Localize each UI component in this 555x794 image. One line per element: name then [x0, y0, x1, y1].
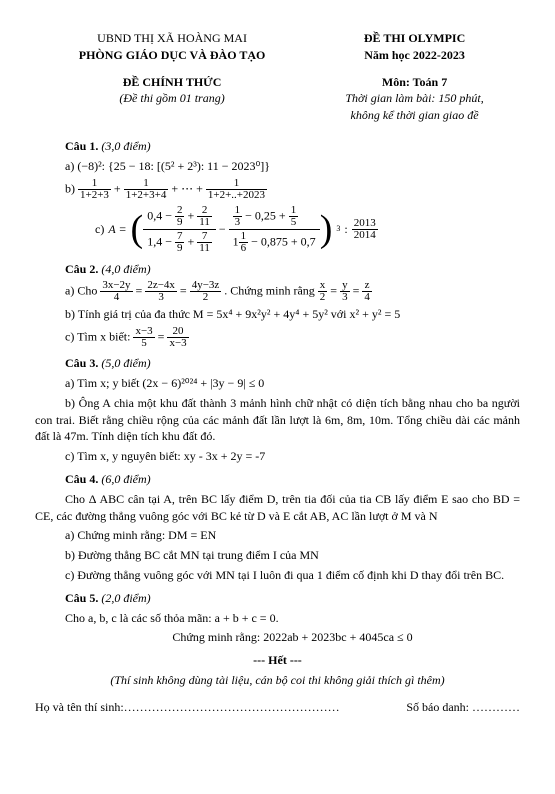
official: ĐỀ CHÍNH THỨC	[35, 74, 309, 91]
q1: Câu 1. (3,0 điểm) a) (−8)²: {25 − 18: [(…	[35, 138, 520, 255]
footer-note: (Thí sinh không dùng tài liệu, cán bộ co…	[35, 672, 520, 689]
q4a: a) Chứng minh rằng: DM = EN	[35, 527, 520, 544]
q3b: b) Ông A chia một khu đất thành 3 mảnh h…	[35, 395, 520, 445]
q3: Câu 3. (5,0 điểm) a) Tìm x; y biết (2x −…	[35, 355, 520, 465]
q4b: b) Đường thẳng BC cắt MN tại trung điểm …	[35, 547, 520, 564]
duration1: Thời gian làm bài: 150 phút,	[309, 90, 520, 107]
org2: PHÒNG GIÁO DỤC VÀ ĐÀO TẠO	[35, 47, 309, 64]
q1b: b) 11+2+3 + 11+2+3+4 + ⋯ + 11+2+..+2023	[65, 178, 520, 201]
q5-title: Câu 5.	[65, 591, 98, 605]
header-right: ĐỀ THI OLYMPIC Năm học 2022-2023	[309, 30, 520, 64]
q4: Câu 4. (6,0 điểm) Cho Δ ABC cân tại A, t…	[35, 471, 520, 584]
q2-title: Câu 2.	[65, 262, 98, 276]
page-count: (Đề thi gồm 01 trang)	[35, 90, 309, 107]
q1a: a) (−8)²: {25 − 18: [(5² + 2³): 11 − 202…	[65, 158, 520, 175]
q3a: a) Tìm x; y biết (2x − 6)²⁰²⁴ + |3y − 9|…	[35, 375, 520, 392]
q5-p1: Cho a, b, c là các số thỏa mãn: a + b + …	[65, 610, 520, 627]
sub-left: ĐỀ CHÍNH THỨC (Đề thi gồm 01 trang)	[35, 74, 309, 124]
q4-pts: (6,0 điểm)	[101, 472, 150, 486]
school-year: Năm học 2022-2023	[309, 47, 520, 64]
end-marker: --- Hết ---	[35, 652, 520, 669]
q1b-pre: b)	[65, 181, 78, 195]
q4-title: Câu 4.	[65, 472, 98, 486]
q2c: c) Tìm x biết: x−35 = 20x−3	[65, 326, 520, 349]
q3-pts: (5,0 điểm)	[101, 356, 150, 370]
duration2: không kể thời gian giao đề	[309, 107, 520, 124]
q3-title: Câu 3.	[65, 356, 98, 370]
q2b: b) Tính giá trị của đa thức M = 5x⁴ + 9x…	[65, 306, 520, 323]
q2: Câu 2. (4,0 điểm) a) Cho 3x−2y4 = 2z−4x3…	[35, 261, 520, 350]
q2-pts: (4,0 điểm)	[101, 262, 150, 276]
q4-intro: Cho Δ ABC cân tại A, trên BC lấy điểm D,…	[35, 491, 520, 525]
sbd-label: Số báo danh: …………	[406, 699, 520, 716]
q5: Câu 5. (2,0 điểm) Cho a, b, c là các số …	[35, 590, 520, 646]
org1: UBND THỊ XÃ HOÀNG MAI	[35, 30, 309, 47]
header-row: UBND THỊ XÃ HOÀNG MAI PHÒNG GIÁO DỤC VÀ …	[35, 30, 520, 64]
header-left: UBND THỊ XÃ HOÀNG MAI PHÒNG GIÁO DỤC VÀ …	[35, 30, 309, 64]
q1c: c) A = ( 0,4 − 29 + 211 1,4 − 79 + 711 −…	[95, 204, 520, 255]
q1-pts: (3,0 điểm)	[101, 139, 150, 153]
subheader-row: ĐỀ CHÍNH THỨC (Đề thi gồm 01 trang) Môn:…	[35, 74, 520, 124]
q2a: a) Cho 3x−2y4 = 2z−4x3 = 4y−3z2 . Chứng …	[65, 280, 520, 303]
name-label: Họ và tên thí sinh:………………………………………………	[35, 700, 340, 714]
q4c: c) Đường thẳng vuông góc với MN tại I lu…	[35, 567, 520, 584]
subject: Môn: Toán 7	[309, 74, 520, 91]
signature-line: Họ và tên thí sinh:……………………………………………… Số…	[35, 699, 520, 716]
q3c: c) Tìm x, y nguyên biết: xy - 3x + 2y = …	[35, 448, 520, 465]
sub-right: Môn: Toán 7 Thời gian làm bài: 150 phút,…	[309, 74, 520, 124]
exam-title: ĐỀ THI OLYMPIC	[309, 30, 520, 47]
q5-p2: Chứng minh rằng: 2022ab + 2023bc + 4045c…	[65, 629, 520, 646]
q1-title: Câu 1.	[65, 139, 98, 153]
q5-pts: (2,0 điểm)	[101, 591, 150, 605]
